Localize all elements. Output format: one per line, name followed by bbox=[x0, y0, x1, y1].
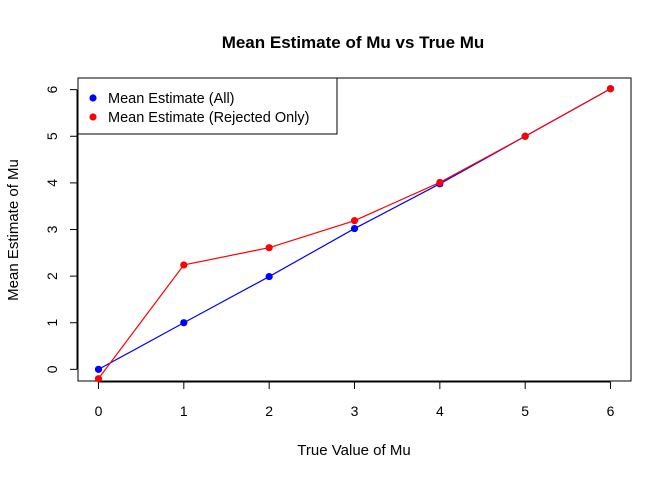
x-tick-label-3: 3 bbox=[351, 403, 359, 419]
y-tick-label-1: 1 bbox=[44, 319, 60, 327]
y-axis-label: Mean Estimate of Mu bbox=[5, 159, 22, 301]
legend-label-all: Mean Estimate (All) bbox=[108, 91, 235, 107]
series-1-point-3 bbox=[350, 217, 359, 225]
legend-label-rejected: Mean Estimate (Rejected Only) bbox=[108, 110, 309, 126]
series-0-point-3 bbox=[350, 224, 359, 233]
series-1-point-5 bbox=[521, 132, 529, 140]
y-tick-label-6: 6 bbox=[44, 86, 60, 94]
legend: Mean Estimate (All) Mean Estimate (Rejec… bbox=[77, 77, 338, 135]
series-0-point-0 bbox=[94, 365, 103, 373]
x-axis-label: True Value of Mu bbox=[297, 442, 410, 459]
x-tick-label-0: 0 bbox=[95, 403, 103, 419]
legend-box bbox=[77, 77, 338, 135]
legend-marker-rejected bbox=[89, 113, 97, 121]
series-0-point-1 bbox=[180, 319, 188, 327]
y-tick-label-3: 3 bbox=[44, 225, 60, 233]
y-tick-label-4: 4 bbox=[44, 179, 60, 187]
series-1-point-0 bbox=[94, 375, 103, 383]
x-tick-label-5: 5 bbox=[521, 403, 529, 419]
y-tick-label-0: 0 bbox=[44, 365, 60, 373]
legend-marker-all bbox=[89, 94, 97, 102]
x-tick-label-2: 2 bbox=[265, 403, 273, 419]
chart-title: Mean Estimate of Mu vs True Mu bbox=[222, 33, 485, 52]
series-1-point-4 bbox=[436, 178, 444, 187]
series-1-point-1 bbox=[180, 261, 188, 269]
y-tick-label-2: 2 bbox=[44, 272, 60, 280]
y-tick-label-5: 5 bbox=[44, 132, 60, 140]
x-tick-label-4: 4 bbox=[436, 403, 444, 419]
series-0-point-2 bbox=[265, 272, 273, 281]
series-points bbox=[94, 85, 615, 383]
x-axis: 0 1 2 3 4 5 6 bbox=[95, 381, 615, 419]
x-tick-label-1: 1 bbox=[180, 403, 188, 419]
series-1-point-6 bbox=[606, 85, 615, 93]
y-axis: 0 1 2 3 4 5 6 bbox=[44, 86, 78, 373]
x-tick-label-6: 6 bbox=[607, 403, 615, 419]
series-1-point-2 bbox=[265, 244, 273, 252]
plot-frame bbox=[77, 77, 632, 382]
